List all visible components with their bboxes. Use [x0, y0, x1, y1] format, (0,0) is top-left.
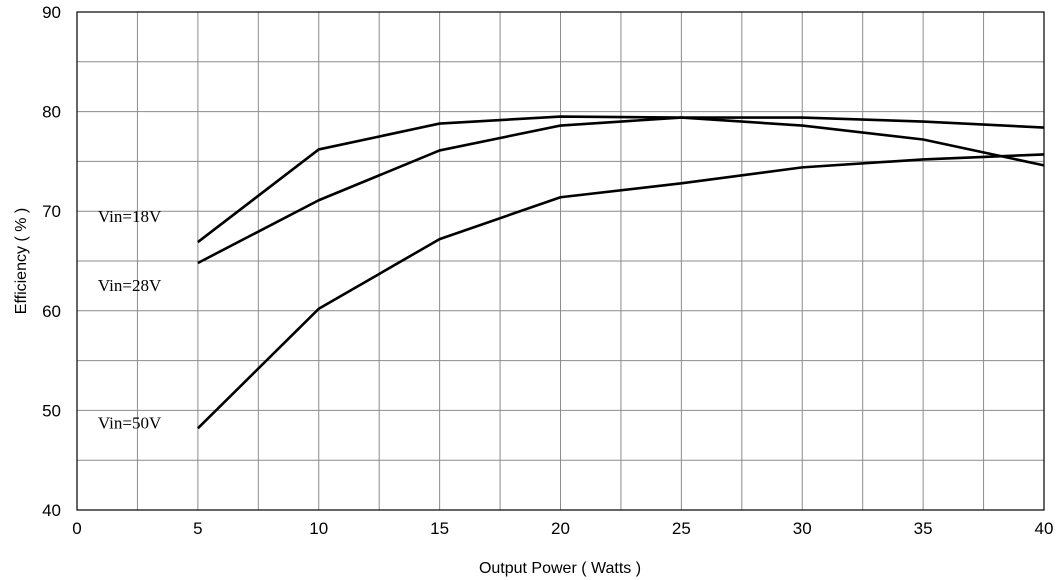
y-axis-title: Efficiency ( % ) — [13, 208, 30, 314]
y-tick-label: 50 — [42, 401, 61, 420]
x-tick-label: 20 — [551, 519, 570, 538]
y-tick-labels: 40 50 60 70 80 90 — [42, 3, 61, 520]
series-line-vin-28v — [197, 116, 1045, 265]
x-tick-label: 15 — [430, 519, 449, 538]
y-tick-label: 80 — [42, 103, 61, 122]
series-lines — [196, 115, 1045, 430]
grid — [77, 12, 1044, 510]
series-labels: Vin=18V Vin=28V Vin=50V — [98, 207, 162, 432]
y-tick-label: 70 — [42, 202, 61, 221]
x-tick-label: 0 — [72, 519, 81, 538]
x-tick-label: 25 — [672, 519, 691, 538]
x-tick-label: 5 — [193, 519, 202, 538]
x-tick-labels: 0 5 10 15 20 25 30 35 40 — [72, 519, 1053, 538]
series-line-vin-50v — [196, 153, 1045, 430]
y-tick-label: 90 — [42, 3, 61, 22]
plot-frame — [76, 11, 1045, 511]
x-tick-label: 35 — [914, 519, 933, 538]
x-axis-title: Output Power ( Watts ) — [479, 560, 641, 577]
x-tick-label: 30 — [793, 519, 812, 538]
x-tick-label: 10 — [309, 519, 328, 538]
series-label: Vin=50V — [98, 413, 162, 432]
x-tick-label: 40 — [1035, 519, 1054, 538]
y-tick-label: 60 — [42, 302, 61, 321]
series-line-vin-18v — [197, 115, 1045, 244]
y-tick-label: 40 — [42, 501, 61, 520]
series-label: Vin=28V — [98, 276, 162, 295]
series-label: Vin=18V — [98, 207, 162, 226]
